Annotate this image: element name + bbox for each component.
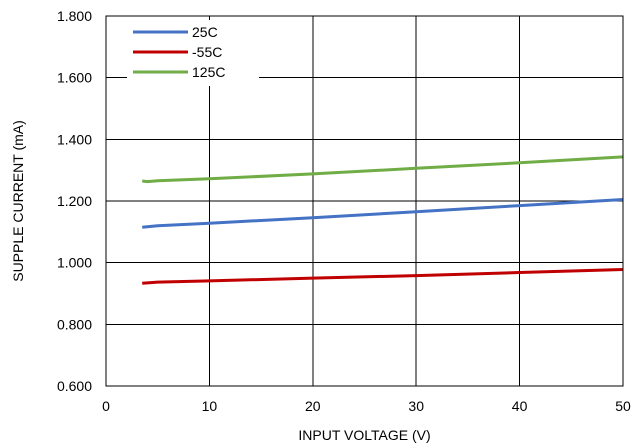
series-line-55c bbox=[142, 268, 624, 285]
y-tick-label: 1.600 bbox=[57, 70, 92, 86]
y-tick-labels: 0.600 0.800 1.000 1.200 1.400 1.600 1.800 bbox=[57, 8, 92, 394]
legend-label: 125C bbox=[192, 64, 225, 80]
y-tick-label: 1.800 bbox=[57, 8, 92, 24]
y-tick-label: 0.800 bbox=[57, 316, 92, 332]
plot-frame bbox=[105, 15, 624, 387]
x-tick-label: 30 bbox=[408, 398, 424, 414]
x-tick-label: 50 bbox=[615, 398, 631, 414]
x-axis-label: INPUT VOLTAGE (V) bbox=[298, 427, 430, 443]
x-tick-labels: 0 10 20 30 40 50 bbox=[102, 398, 631, 414]
y-tick-label: 1.000 bbox=[57, 255, 92, 271]
x-tick-label: 20 bbox=[305, 398, 321, 414]
legend-label: -55C bbox=[192, 44, 222, 60]
y-tick-label: 0.600 bbox=[57, 378, 92, 394]
legend: 25C -55C 125C bbox=[127, 20, 259, 86]
x-tick-label: 0 bbox=[102, 398, 110, 414]
legend-label: 25C bbox=[192, 24, 218, 40]
x-tick-label: 10 bbox=[202, 398, 218, 414]
y-axis-label: SUPPLE CURRENT (mA) bbox=[10, 120, 26, 282]
y-tick-label: 1.400 bbox=[57, 131, 92, 147]
y-tick-label: 1.200 bbox=[57, 193, 92, 209]
series-line-125c bbox=[142, 155, 624, 184]
series-lines bbox=[142, 155, 624, 285]
series-line-25c bbox=[142, 198, 624, 229]
x-tick-label: 40 bbox=[512, 398, 528, 414]
